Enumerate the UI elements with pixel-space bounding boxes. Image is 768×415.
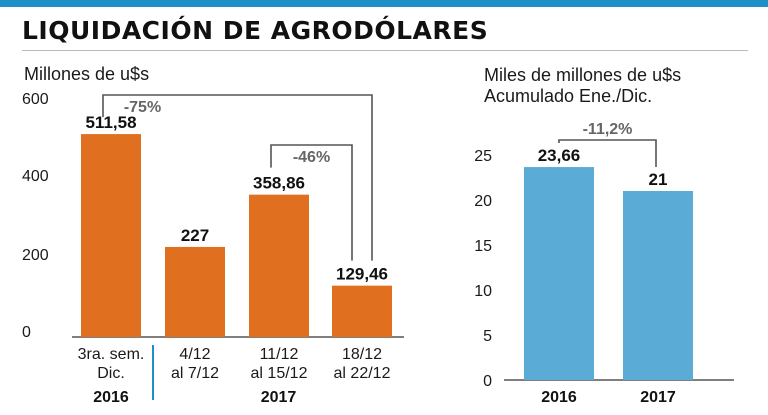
page-title: LIQUIDACIÓN DE AGRODÓLARES xyxy=(22,16,489,45)
right-chart-ylabel-line1: Miles de millones de u$s xyxy=(484,65,682,85)
right-change-label: -11,2% xyxy=(583,121,633,138)
right-y-tick-label: 15 xyxy=(474,238,492,255)
right-change-bracket xyxy=(558,139,657,167)
left-change-label: -46% xyxy=(293,149,330,166)
right-chart-ylabel-line2: Acumulado Ene./Dic. xyxy=(484,86,653,106)
left-y-tick-label: 200 xyxy=(22,247,49,264)
left-category-label: 18/12 xyxy=(342,346,382,363)
right-bar-value-label: 23,66 xyxy=(538,146,581,165)
right-y-tick-label: 5 xyxy=(483,328,492,345)
left-category-label: 11/12 xyxy=(260,346,299,363)
left-bar-value-label: 227 xyxy=(181,226,209,245)
left-category-label: Dic. xyxy=(97,365,125,382)
right-y-tick-label: 0 xyxy=(483,373,492,390)
left-year-group-label: 2017 xyxy=(261,389,297,406)
left-y-tick-label: 400 xyxy=(22,168,49,185)
left-y-tick-label: 600 xyxy=(22,91,49,108)
left-y-tick-label: 0 xyxy=(22,324,31,341)
left-category-label: al 22/12 xyxy=(334,365,391,382)
right-category-label: 2017 xyxy=(640,389,676,406)
left-bar xyxy=(332,285,392,337)
left-bar xyxy=(81,134,141,337)
left-change-bracket xyxy=(270,144,353,261)
top-accent-bar xyxy=(0,0,768,7)
left-category-label: al 15/12 xyxy=(251,365,308,382)
left-year-group-label: 2016 xyxy=(93,389,129,406)
left-change-bracket xyxy=(102,94,373,261)
right-y-tick-label: 20 xyxy=(474,193,492,210)
title-divider xyxy=(22,50,748,51)
left-bar-value-label: 358,86 xyxy=(253,174,305,193)
left-bar xyxy=(249,194,309,337)
left-chart-ylabel: Millones de u$s xyxy=(24,64,150,84)
left-category-label: al 7/12 xyxy=(171,365,219,382)
left-bar-value-label: 511,58 xyxy=(85,113,136,132)
right-bar xyxy=(623,191,693,380)
right-y-tick-label: 10 xyxy=(474,283,492,300)
left-change-label: -75% xyxy=(124,99,161,116)
right-bar-value-label: 21 xyxy=(649,170,668,189)
right-category-label: 2016 xyxy=(541,389,577,406)
right-y-tick-label: 25 xyxy=(474,148,492,165)
left-category-label: 4/12 xyxy=(179,346,210,363)
left-bar-value-label: 129,46 xyxy=(336,265,388,284)
left-bar xyxy=(165,246,225,337)
left-category-label: 3ra. sem. xyxy=(78,346,145,363)
right-bar xyxy=(524,167,594,380)
